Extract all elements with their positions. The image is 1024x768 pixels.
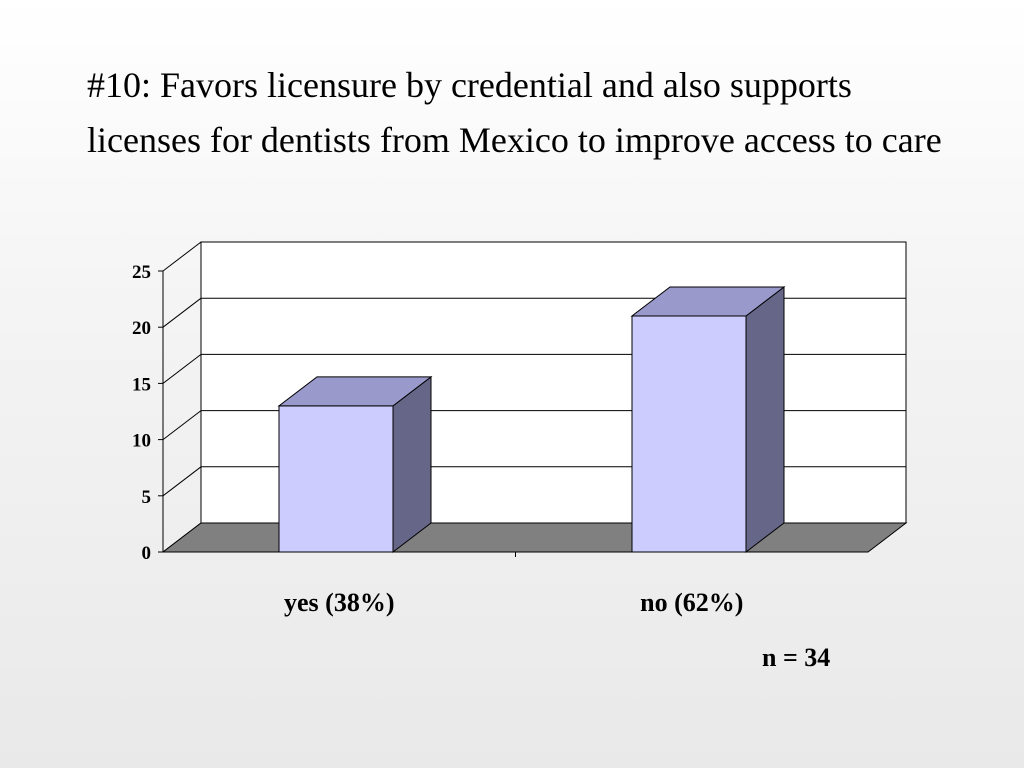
- y-tick-label: 15: [132, 374, 151, 395]
- y-tick-label: 5: [142, 487, 152, 508]
- y-tick-label: 0: [142, 543, 152, 564]
- gridline-depth: [162, 241, 202, 272]
- chart-floor-plane: [161, 522, 908, 553]
- bar-side: [392, 375, 432, 554]
- category-label: no (62%): [640, 588, 743, 617]
- gridline-depth: [162, 466, 202, 497]
- bar-front: [278, 405, 394, 553]
- category-label: yes (38%): [284, 588, 394, 617]
- chart-floor: [161, 522, 908, 553]
- y-tick-label: 10: [132, 431, 151, 452]
- bar-side: [745, 285, 785, 554]
- y-tick-label: 25: [132, 262, 151, 283]
- chart-bars: [277, 285, 786, 554]
- gridline-depth: [162, 297, 202, 328]
- gridline-depth: [162, 354, 202, 384]
- chart-y-tick-labels: 0 5 10 15 20 25: [132, 262, 151, 564]
- chart-category-labels: yes (38%) no (62%): [284, 588, 743, 617]
- gridline-depth: [162, 410, 202, 440]
- slide-title: #10: Favors licensure by credential and …: [87, 65, 942, 160]
- bar-front: [631, 315, 747, 553]
- bar-top: [277, 376, 433, 407]
- sample-size-note: n = 34: [762, 643, 831, 672]
- bar-top: [630, 286, 786, 317]
- y-tick-label: 20: [132, 318, 151, 339]
